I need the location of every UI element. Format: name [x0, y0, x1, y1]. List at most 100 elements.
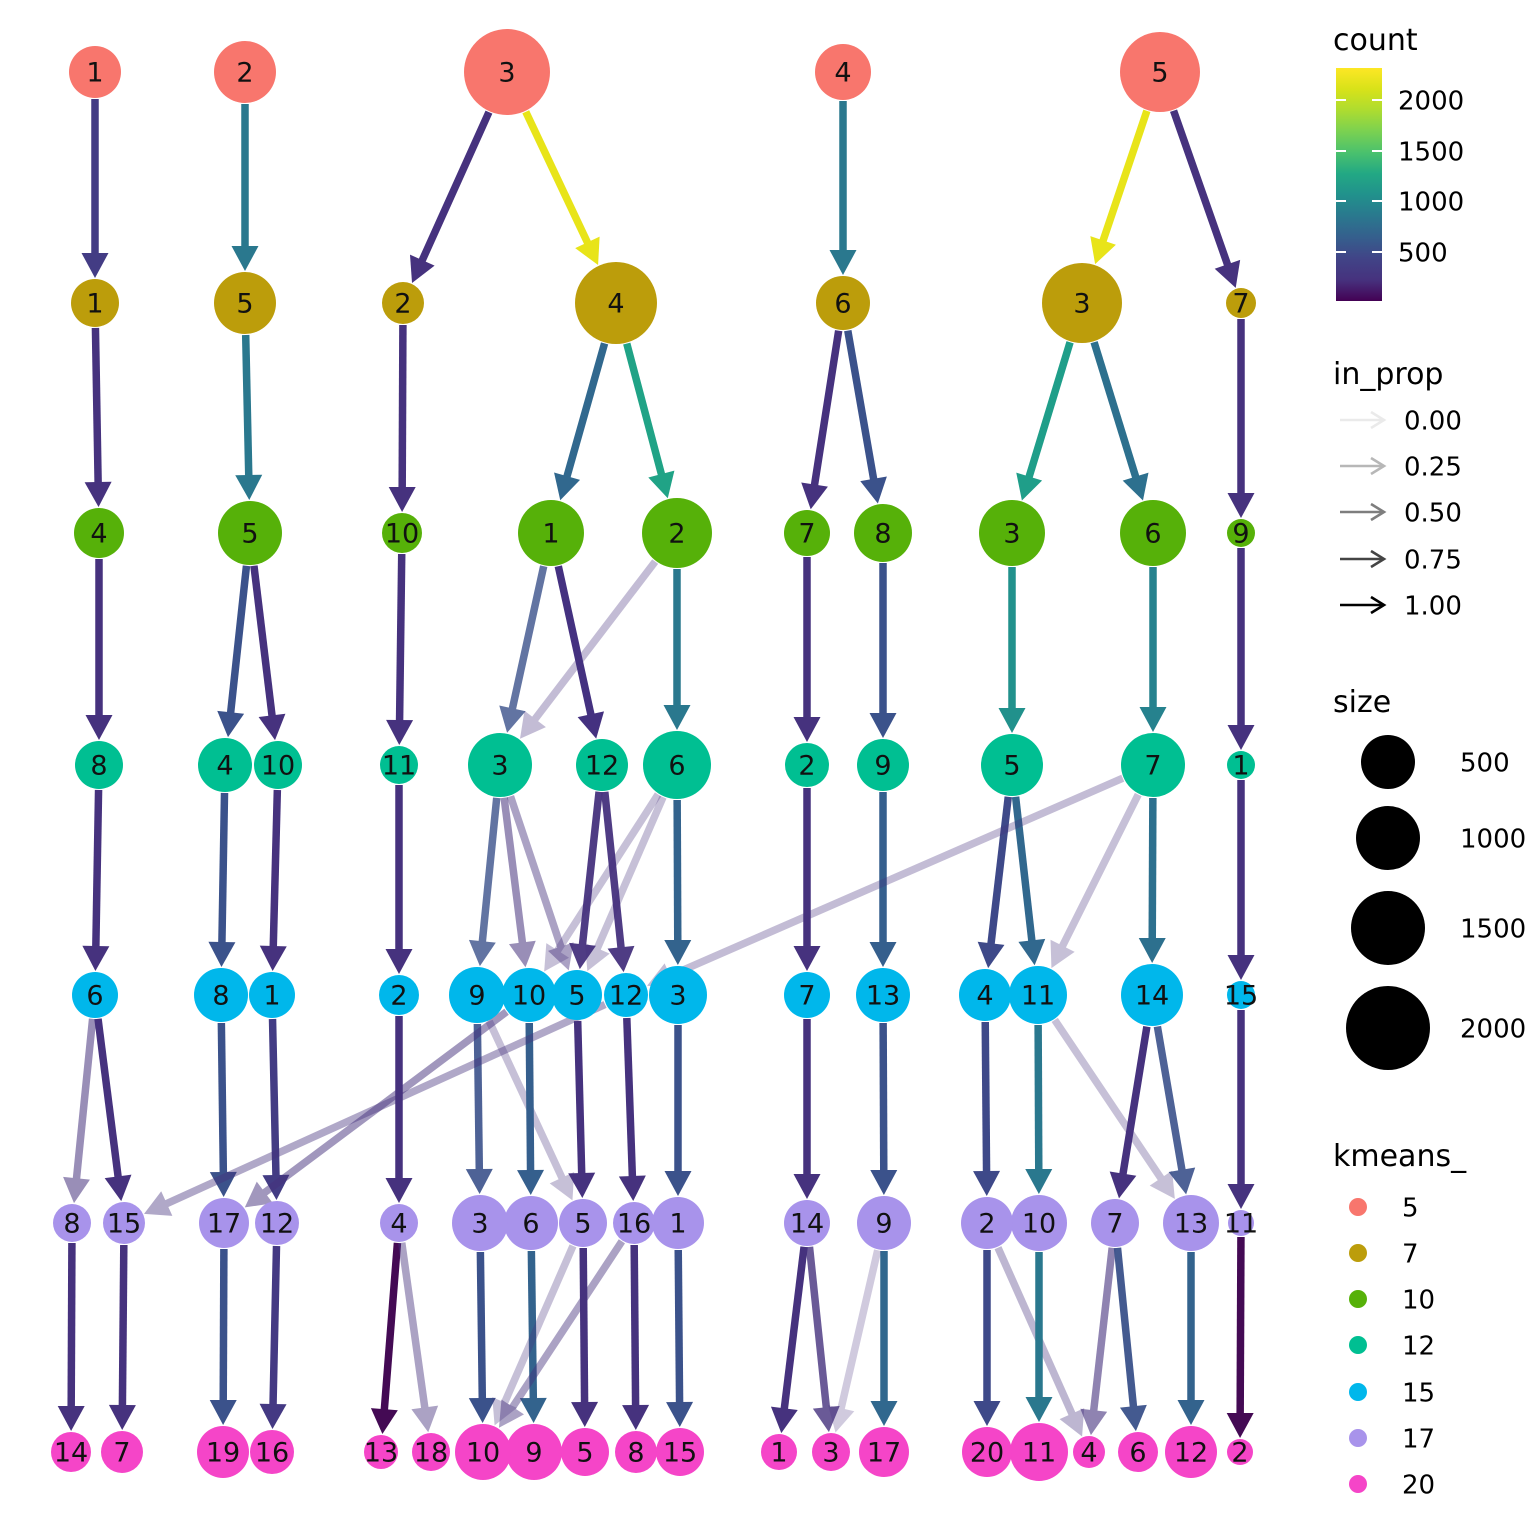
node-k20-9: 9: [506, 1424, 562, 1480]
node-label: 5: [568, 981, 585, 1012]
node-label: 15: [663, 1438, 697, 1469]
node-circle: [380, 746, 418, 784]
node-k12-4: 4: [198, 738, 252, 792]
edge-k15-11-to-k17-13: [1051, 1017, 1175, 1199]
kmeans-dot-icon: [1349, 1336, 1367, 1354]
edge-k17-2-to-k20-20: [973, 1250, 1001, 1426]
node-k20-5: 5: [561, 1428, 609, 1476]
edge-k15-4-to-k17-2: [973, 1021, 1001, 1197]
edge-k12-5-to-k15-11: [1011, 796, 1046, 966]
edge-k12-10-to-k15-1: [259, 789, 287, 972]
node-circle: [981, 734, 1043, 796]
edge-k15-3-to-k17-1: [664, 1025, 692, 1196]
node-label: 10: [385, 519, 419, 550]
node-label: 4: [216, 751, 233, 782]
kmeans-item-label: 7: [1402, 1239, 1419, 1269]
node-circle: [761, 1434, 797, 1470]
tree-level-k5: 5 4 3 2 1: [69, 29, 1200, 115]
node-circle: [71, 279, 119, 327]
node-circle: [1073, 1436, 1105, 1468]
edge-k5-5-to-k7-3: [1090, 109, 1151, 265]
kmeans-item-label: 10: [1402, 1285, 1435, 1315]
node-circle: [1120, 500, 1186, 566]
node-label: 14: [1135, 981, 1169, 1012]
edge-k7-6-to-k10-7: [801, 330, 843, 510]
node-circle: [552, 970, 602, 1020]
node-circle: [649, 966, 707, 1024]
node-k20-19: 19: [197, 1426, 249, 1478]
node-label: 1: [770, 1438, 787, 1469]
node-label: 3: [822, 1438, 839, 1469]
count-tick-label: 500: [1398, 238, 1448, 268]
node-label: 11: [1224, 1209, 1258, 1240]
node-circle: [502, 968, 556, 1022]
size-item-label: 500: [1460, 748, 1510, 778]
node-circle: [1228, 1210, 1254, 1236]
node-circle: [1226, 288, 1256, 318]
node-circle: [504, 1196, 558, 1250]
edge-k17-15-to-k20-7: [108, 1244, 136, 1431]
node-label: 17: [207, 1209, 241, 1240]
node-circle: [979, 500, 1045, 566]
node-label: 6: [522, 1209, 539, 1240]
node-label: 4: [976, 981, 993, 1012]
node-k15-13: 13: [856, 968, 910, 1022]
node-circle: [1042, 263, 1122, 343]
legend-kmeans-title: kmeans_: [1333, 1139, 1467, 1174]
kmeans-dot-icon: [1349, 1198, 1367, 1216]
node-label: 10: [466, 1438, 500, 1469]
edge-k15-14-to-k17-13: [1153, 1025, 1196, 1195]
node-k5-5: 5: [1120, 32, 1200, 112]
node-label: 5: [576, 1438, 593, 1469]
node-k10-3: 3: [979, 500, 1045, 566]
node-label: 2: [394, 289, 411, 320]
edge-k5-3-to-k7-2: [409, 110, 493, 283]
node-k15-15: 15: [1224, 981, 1258, 1012]
edge-k5-5-to-k7-7: [1170, 109, 1241, 288]
node-k20-17: 17: [859, 1427, 909, 1477]
in-prop-item-label: 0.75: [1404, 545, 1462, 575]
edge-k15-13-to-k17-9: [870, 1022, 898, 1196]
node-label: 1: [669, 1209, 686, 1240]
node-circle: [656, 1428, 704, 1476]
node-k7-2: 2: [382, 282, 424, 324]
node-label: 9: [468, 981, 485, 1012]
node-k7-7: 7: [1226, 288, 1256, 320]
node-circle: [1118, 1432, 1158, 1472]
node-label: 8: [212, 981, 229, 1012]
node-label: 12: [585, 751, 619, 782]
node-label: 8: [63, 1209, 80, 1240]
node-label: 11: [1022, 1438, 1056, 1469]
node-k7-3: 3: [1042, 263, 1122, 343]
in-prop-arrow-icon: [1340, 410, 1387, 430]
edge-k12-2-to-k15-7: [793, 788, 821, 971]
kmeans-dot-icon: [1349, 1244, 1367, 1262]
legend-size: size 500 1000 1500 2000: [1333, 685, 1526, 1070]
node-k17-12: 12: [255, 1201, 299, 1245]
edge-k15-9-to-k17-3: [465, 1023, 493, 1195]
node-circle: [75, 741, 123, 789]
node-label: 6: [86, 981, 103, 1012]
legend-kmeans: kmeans_ 5 7 10 12 15 17 20: [1333, 1139, 1467, 1500]
node-circle: [785, 743, 829, 787]
node-label: 7: [1144, 751, 1161, 782]
node-k20-6: 6: [1118, 1432, 1158, 1472]
tree-level-k15: 15 14 11 4 13 7 3 12 5 10 9 2 1 8 6: [72, 964, 1258, 1026]
node-label: 2: [668, 519, 685, 550]
node-k17-16: 16: [613, 1202, 655, 1244]
edge-k5-4-to-k7-6: [829, 101, 857, 275]
size-item-label: 1000: [1460, 824, 1526, 854]
node-circle: [255, 1201, 299, 1245]
tree-level-k17: 11 13 7 10 2 9 14 1 16 5 6 3 4 12 17 15 8: [53, 1195, 1258, 1251]
node-circle: [194, 968, 248, 1022]
node-label: 7: [1232, 289, 1249, 320]
size-dot-icon: [1351, 891, 1425, 965]
node-k12-5: 5: [981, 734, 1043, 796]
node-circle: [380, 1204, 418, 1242]
node-label: 4: [607, 289, 624, 320]
node-label: 17: [867, 1438, 901, 1469]
node-circle: [812, 1433, 850, 1471]
node-label: 12: [1174, 1438, 1208, 1469]
node-label: 5: [236, 289, 253, 320]
edge-k17-9-to-k20-3: [827, 1249, 882, 1433]
